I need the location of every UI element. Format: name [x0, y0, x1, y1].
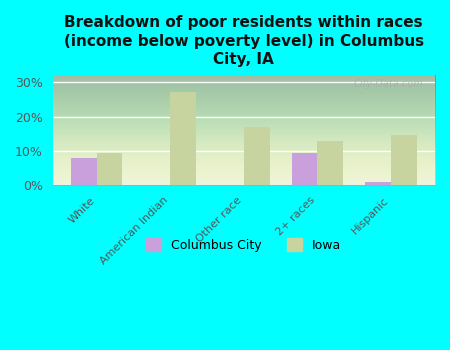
Bar: [97, 153, 122, 185]
Legend: Columbus City, Iowa: Columbus City, Iowa: [141, 233, 346, 257]
Bar: [365, 182, 391, 185]
Bar: [317, 141, 343, 185]
Bar: [170, 92, 196, 185]
Text: City-Data.com: City-Data.com: [354, 79, 423, 89]
Bar: [391, 135, 417, 185]
Bar: [244, 127, 270, 185]
Bar: [71, 158, 97, 185]
Title: Breakdown of poor residents within races
(income below poverty level) in Columbu: Breakdown of poor residents within races…: [64, 15, 424, 67]
Bar: [292, 153, 317, 185]
